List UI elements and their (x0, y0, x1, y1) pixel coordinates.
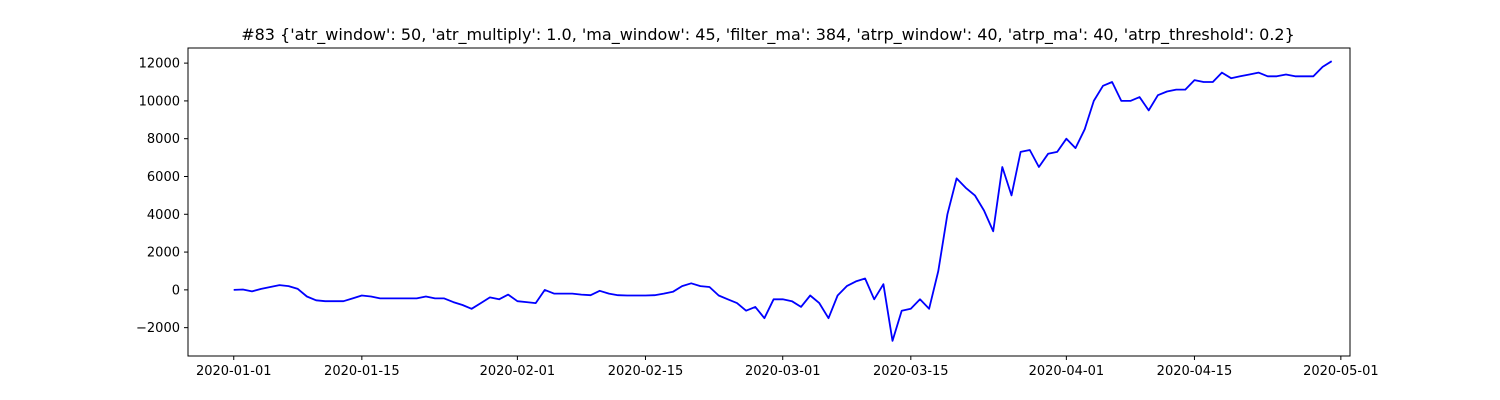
x-tick-label: 2020-03-01 (745, 364, 821, 379)
y-tick-label: 4000 (147, 208, 180, 223)
y-tick-label: 0 (172, 283, 180, 298)
y-tick-label: 10000 (139, 94, 180, 109)
y-tick-label: 12000 (139, 57, 180, 72)
series-line (233, 60, 1333, 342)
y-tick-label: 2000 (147, 246, 180, 261)
chart-title: #83 {'atr_window': 50, 'atr_multiply': 1… (241, 25, 1295, 45)
x-tick-label: 2020-02-15 (608, 364, 684, 379)
series-layer (233, 60, 1333, 342)
plot-area-frame (187, 47, 1351, 357)
x-tick-label: 2020-03-15 (873, 364, 949, 379)
x-tick-label: 2020-04-15 (1157, 364, 1233, 379)
x-axis: 2020-01-01 2020-01-15 2020-02-01 2020-02-15… (196, 356, 1379, 379)
x-tick-label: 2020-02-01 (480, 364, 556, 379)
x-tick-label: 2020-04-01 (1029, 364, 1105, 379)
x-tick-label: 2020-01-01 (196, 364, 272, 379)
y-tick-label: −2000 (136, 321, 180, 336)
x-tick-label: 2020-05-01 (1303, 364, 1379, 379)
y-tick-label: 8000 (147, 132, 180, 147)
y-axis: −2000 0 2000 4000 6000 8000 10000 12000 (136, 57, 188, 336)
x-tick-label: 2020-01-15 (324, 364, 400, 379)
y-tick-label: 6000 (147, 170, 180, 185)
